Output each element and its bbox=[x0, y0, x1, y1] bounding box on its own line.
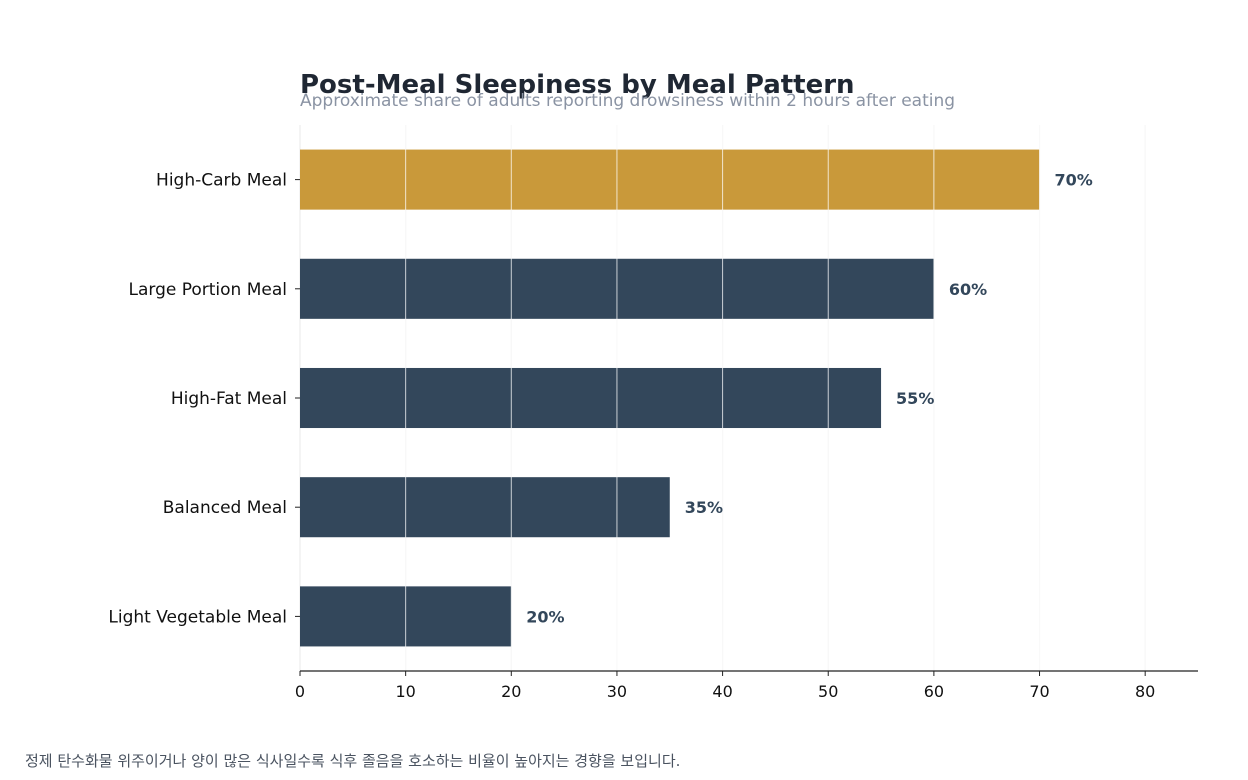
x-tick-label: 80 bbox=[1135, 682, 1155, 701]
value-label: 35% bbox=[685, 498, 723, 517]
category-label: Light Vegetable Meal bbox=[108, 607, 287, 627]
x-tick-label: 70 bbox=[1029, 682, 1049, 701]
bar-chart: High-Carb Meal 70% Large Portion Meal 60% Hi… bbox=[108, 70, 1198, 701]
category-label: High-Carb Meal bbox=[156, 171, 287, 191]
chart-subtitle: Approximate share of adults reporting dr… bbox=[300, 91, 955, 111]
value-label: 70% bbox=[1055, 171, 1093, 190]
value-label: 20% bbox=[526, 607, 564, 626]
x-tick-label: 10 bbox=[395, 682, 415, 701]
labels: High-Carb Meal 70% Large Portion Meal 60% Hi… bbox=[108, 171, 1155, 701]
bar bbox=[300, 477, 670, 538]
x-axis bbox=[295, 179, 1198, 676]
bar bbox=[300, 149, 1040, 210]
x-tick-label: 20 bbox=[501, 682, 521, 701]
x-tick-label: 60 bbox=[924, 682, 944, 701]
category-label: Large Portion Meal bbox=[128, 280, 287, 300]
x-tick-label: 0 bbox=[295, 682, 305, 701]
bar bbox=[300, 367, 882, 429]
category-label: High-Fat Meal bbox=[171, 389, 287, 409]
chart-title: Post-Meal Sleepiness by Meal Pattern bbox=[300, 70, 855, 100]
x-tick-label: 40 bbox=[712, 682, 732, 701]
footnote: 정제 탄수화물 위주이거나 양이 많은 식사일수록 식후 졸음을 호소하는 비율… bbox=[25, 752, 681, 770]
value-label: 60% bbox=[949, 280, 987, 299]
value-label: 55% bbox=[896, 389, 934, 408]
category-label: Balanced Meal bbox=[163, 498, 287, 518]
x-tick-label: 50 bbox=[818, 682, 838, 701]
grid-overlay bbox=[405, 125, 1146, 671]
x-tick-label: 30 bbox=[607, 682, 627, 701]
